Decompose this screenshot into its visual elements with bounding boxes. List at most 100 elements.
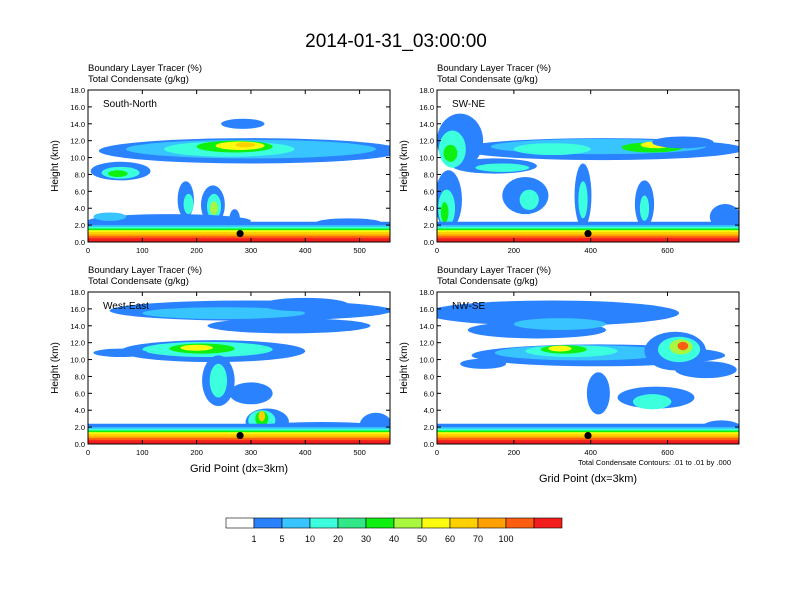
tracer-shade (183, 193, 194, 215)
tracer-shade (229, 382, 273, 405)
y-tick-label: 10.0 (419, 154, 434, 163)
y-tick-label: 14.0 (70, 120, 85, 129)
x-tick-label: 400 (299, 246, 312, 255)
subtitle-line-1: Boundary Layer Tracer (%) (437, 265, 552, 276)
tracer-shade (513, 318, 607, 330)
location-marker (584, 431, 592, 440)
y-tick-label: 12.0 (70, 339, 85, 348)
x-axis-title: Grid Point (dx=3km) (538, 473, 638, 485)
tracer-shade (93, 348, 148, 358)
y-tick-label: 14.0 (419, 322, 434, 331)
y-tick-label: 0.0 (424, 440, 434, 449)
y-tick-label: 16.0 (70, 103, 85, 112)
panel-subtitle: Boundary Layer Tracer (%) Total Condensa… (88, 265, 202, 287)
tracer-shade (675, 361, 737, 379)
colorbar-swatch (533, 517, 563, 529)
x-tick-label: 500 (353, 448, 366, 457)
y-tick-label: 16.0 (419, 305, 434, 314)
colorbar-swatch (337, 517, 367, 529)
tracer-shade (513, 143, 591, 156)
colorbar-swatch (225, 517, 255, 529)
tracer-shade (586, 372, 610, 415)
y-tick-label: 14.0 (70, 322, 85, 331)
x-tick-label: 0 (435, 246, 439, 255)
panel-subtitle: Boundary Layer Tracer (%) Total Condensa… (88, 63, 202, 85)
y-tick-label: 6.0 (424, 187, 434, 196)
y-tick-label: 10.0 (70, 154, 85, 163)
panel-label: South-North (103, 99, 157, 110)
y-tick-label: 12.0 (419, 137, 434, 146)
y-tick-label: 6.0 (75, 389, 85, 398)
y-tick-label: 8.0 (75, 372, 85, 381)
subtitle-line-2: Total Condensate (g/kg) (88, 276, 189, 287)
y-tick-label: 12.0 (419, 339, 434, 348)
colorbar-label: 10 (305, 534, 315, 544)
colorbar: 1 5 10 20 30 40 50 60 70 100 (225, 517, 563, 544)
x-tick-label: 600 (661, 246, 674, 255)
y-axis-title: Height (km) (50, 140, 61, 192)
y-tick-label: 0.0 (424, 238, 434, 247)
subtitle-line-2: Total Condensate (g/kg) (88, 74, 189, 85)
colorbar-swatch (365, 517, 395, 529)
tracer-shade (180, 344, 213, 351)
tracer-shade (235, 142, 256, 148)
y-tick-label: 18.0 (419, 288, 434, 297)
y-tick-label: 16.0 (419, 103, 434, 112)
tracer-shade (440, 202, 449, 223)
subtitle-line-1: Boundary Layer Tracer (%) (88, 265, 203, 276)
y-tick-label: 4.0 (75, 204, 85, 213)
y-axis-title: Height (km) (50, 342, 61, 394)
panel-nw-se: 0.0 2.0 4.0 6.0 8.0 10.0 12.0 14.0 16.0 18.0 0 200 4… (399, 288, 740, 457)
y-tick-label: 0.0 (75, 238, 85, 247)
y-tick-label: 4.0 (75, 406, 85, 415)
y-tick-label: 18.0 (70, 86, 85, 95)
tracer-shade (93, 212, 127, 221)
boundary-layer-band (437, 440, 739, 444)
y-tick-label: 2.0 (75, 221, 85, 230)
y-tick-label: 14.0 (419, 120, 434, 129)
colorbar-label: 60 (445, 534, 455, 544)
x-tick-label: 300 (245, 246, 258, 255)
tracer-shade (639, 195, 650, 221)
location-marker (584, 229, 592, 238)
tracer-shade (460, 358, 507, 369)
location-marker (236, 229, 244, 238)
x-tick-label: 500 (353, 246, 366, 255)
tracer-shade (258, 411, 266, 422)
y-tick-label: 18.0 (419, 86, 434, 95)
subtitle-line-2: Total Condensate (g/kg) (437, 276, 538, 287)
plot-frame (436, 291, 740, 445)
x-tick-label: 0 (86, 246, 90, 255)
colorbar-swatch (477, 517, 507, 529)
panel-south-north: 0.0 2.0 4.0 6.0 8.0 10.0 12.0 14.0 16.0 18.0 0 100 2… (50, 86, 391, 255)
tracer-shade (261, 297, 349, 312)
y-tick-label: 2.0 (75, 423, 85, 432)
x-tick-label: 100 (136, 246, 149, 255)
tracer-shade (578, 181, 588, 219)
tracer-shade (443, 144, 458, 162)
y-tick-label: 12.0 (70, 137, 85, 146)
tracer-shade (475, 163, 530, 172)
y-tick-label: 8.0 (75, 170, 85, 179)
tracer-shade (221, 118, 265, 129)
y-tick-label: 10.0 (70, 356, 85, 365)
colorbar-label: 100 (498, 534, 513, 544)
tracer-shade (548, 345, 572, 352)
subtitle-line-2: Total Condensate (g/kg) (437, 74, 538, 85)
x-tick-label: 0 (86, 448, 90, 457)
x-tick-label: 400 (584, 448, 597, 457)
colorbar-label: 20 (333, 534, 343, 544)
panel-label: SW-NE (452, 99, 485, 110)
panel-sw-ne: 0.0 2.0 4.0 6.0 8.0 10.0 12.0 14.0 16.0 18.0 0 200 4… (399, 86, 740, 255)
x-tick-label: 200 (190, 448, 203, 457)
boundary-layer-band (88, 238, 390, 242)
colorbar-swatch (393, 517, 423, 529)
x-tick-label: 200 (508, 448, 521, 457)
colorbar-swatch (421, 517, 451, 529)
tracer-shade (632, 394, 672, 410)
x-tick-label: 200 (508, 246, 521, 255)
location-marker (236, 431, 244, 440)
colorbar-swatch (281, 517, 311, 529)
x-tick-label: 400 (299, 448, 312, 457)
tracer-shade (207, 318, 371, 334)
